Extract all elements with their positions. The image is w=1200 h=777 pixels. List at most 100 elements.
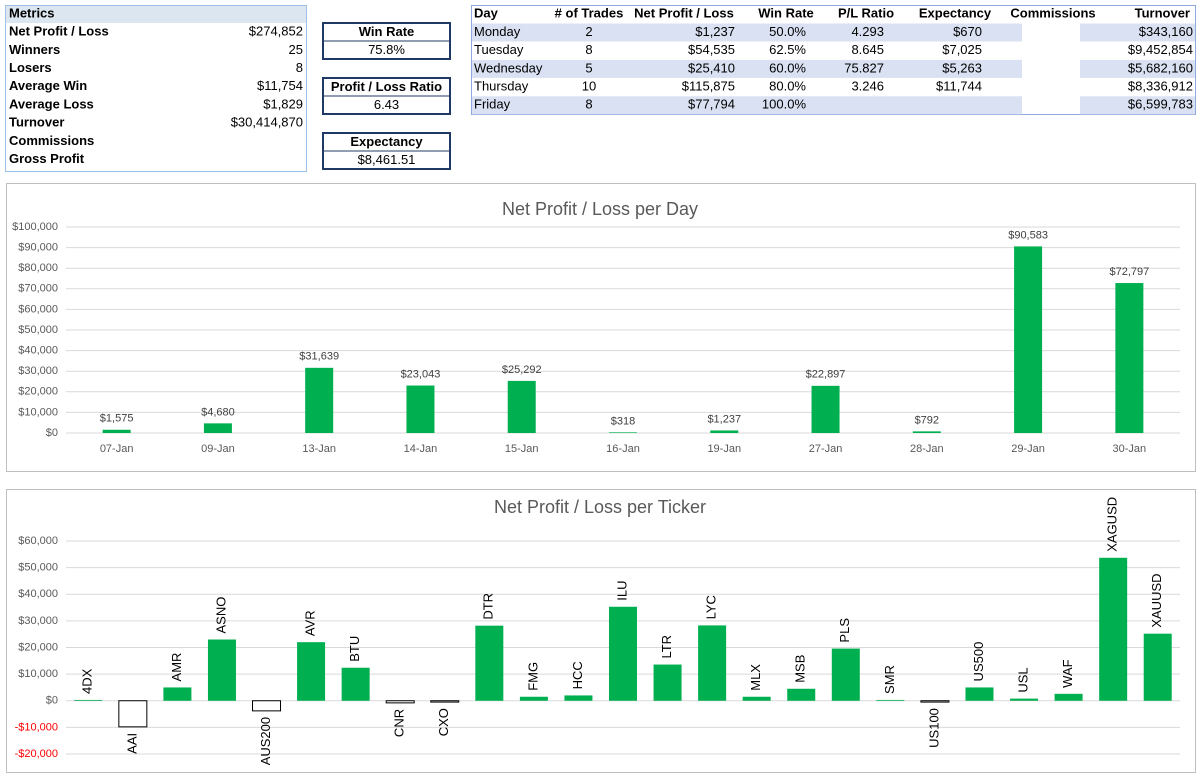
bar [1010,698,1039,701]
x-tick-label: US100 [926,708,941,748]
cell: 5 [585,60,592,75]
cell: 60.0% [769,60,806,75]
kpi-value: 75.8% [368,42,405,57]
cell: 2 [585,24,592,39]
column-header: Net Profit / Loss [634,5,734,20]
kpi-label: Profit / Loss Ratio [331,79,442,94]
bar [305,367,334,433]
kpi-value: $8,461.51 [358,152,416,167]
row-bg [472,96,1022,115]
bar [252,700,282,712]
x-tick-label: 27-Jan [809,443,843,455]
bar [406,385,435,433]
metrics-header: Metrics [9,5,55,20]
cell: Tuesday [474,42,524,57]
bar [102,429,131,433]
x-tick-label: AVR [303,610,318,636]
metric-value: 8 [296,60,303,75]
bar [564,695,593,701]
chart-title: Net Profit / Loss per Day [502,199,698,219]
x-tick-label: 15-Jan [505,443,539,455]
bar [207,639,236,701]
row-bg [472,59,1022,78]
bar [698,625,727,701]
y-tick-label: $50,000 [18,324,58,336]
cell: $5,682,160 [1128,60,1193,75]
x-tick-label: 16-Jan [606,443,640,455]
x-tick-label: ASNO [213,597,228,634]
cell: $54,535 [688,42,735,57]
row-bg [1080,96,1195,115]
bar [341,667,370,701]
row-bg [472,23,1022,42]
kpi-label: Expectancy [350,134,423,149]
x-tick-label: 28-Jan [910,443,944,455]
x-tick-label: LYC [704,595,719,619]
x-tick-label: CXO [436,708,451,736]
metric-label: Winners [9,42,60,57]
y-tick-label: $60,000 [18,535,58,547]
column-header: Expectancy [919,5,992,20]
bar [118,700,148,728]
metric-label: Gross Profit [9,151,85,166]
bar [787,688,816,701]
x-tick-label: LTR [659,635,674,659]
bar [1115,283,1144,433]
cell: $77,794 [688,97,735,112]
x-tick-label: US500 [971,642,986,682]
y-tick-label: $0 [46,695,58,707]
y-tick-label: $30,000 [18,615,58,627]
cell: $11,744 [936,79,982,94]
metrics-box [5,5,307,172]
cell: $8,336,912 [1128,79,1193,94]
cell: $1,237 [695,24,735,39]
x-tick-label: 13-Jan [302,443,336,455]
bar [203,423,232,433]
bar [609,432,637,433]
x-tick-label: DTR [481,593,496,620]
data-label: $4,680 [201,406,235,418]
data-label: $1,237 [707,413,741,425]
bar [920,700,950,703]
y-tick-label: $20,000 [18,386,58,398]
cell: Monday [474,24,521,39]
y-tick-label: -$10,000 [15,721,58,733]
x-tick-label: FMG [525,662,540,691]
bar [507,380,536,433]
bar [519,696,548,701]
y-tick-label: $50,000 [18,562,58,574]
cell: 8 [585,42,592,57]
x-tick-label: 07-Jan [100,443,134,455]
metric-value: 25 [289,42,303,57]
cell: 50.0% [769,24,806,39]
metric-label: Commissions [9,133,94,148]
bar [742,696,771,701]
x-tick-label: 30-Jan [1113,443,1147,455]
cell: 8 [585,97,592,112]
row-bg [1080,23,1195,42]
y-tick-label: $20,000 [18,641,58,653]
x-tick-label: 29-Jan [1011,443,1045,455]
cell: Wednesday [474,60,543,75]
x-tick-label: WAF [1060,659,1075,687]
cell: $25,410 [688,60,735,75]
y-tick-label: $70,000 [18,283,58,295]
bar [385,700,415,704]
column-header: # of Trades [555,5,624,20]
chart-title: Net Profit / Loss per Ticker [494,497,706,517]
bar [876,699,905,701]
y-tick-label: $60,000 [18,303,58,315]
x-tick-label: ILU [614,581,629,601]
y-tick-label: $80,000 [18,262,58,274]
column-header: P/L Ratio [838,5,894,20]
cell: 4.293 [851,24,884,39]
x-tick-label: XAGUSD [1105,497,1120,552]
bar [965,687,994,701]
x-tick-label: AAI [124,733,139,754]
x-tick-label: BTU [347,636,362,662]
x-tick-label: MLX [748,664,763,691]
y-tick-label: $30,000 [18,365,58,377]
metric-value: $11,754 [257,78,303,93]
x-tick-label: USL [1015,667,1030,692]
